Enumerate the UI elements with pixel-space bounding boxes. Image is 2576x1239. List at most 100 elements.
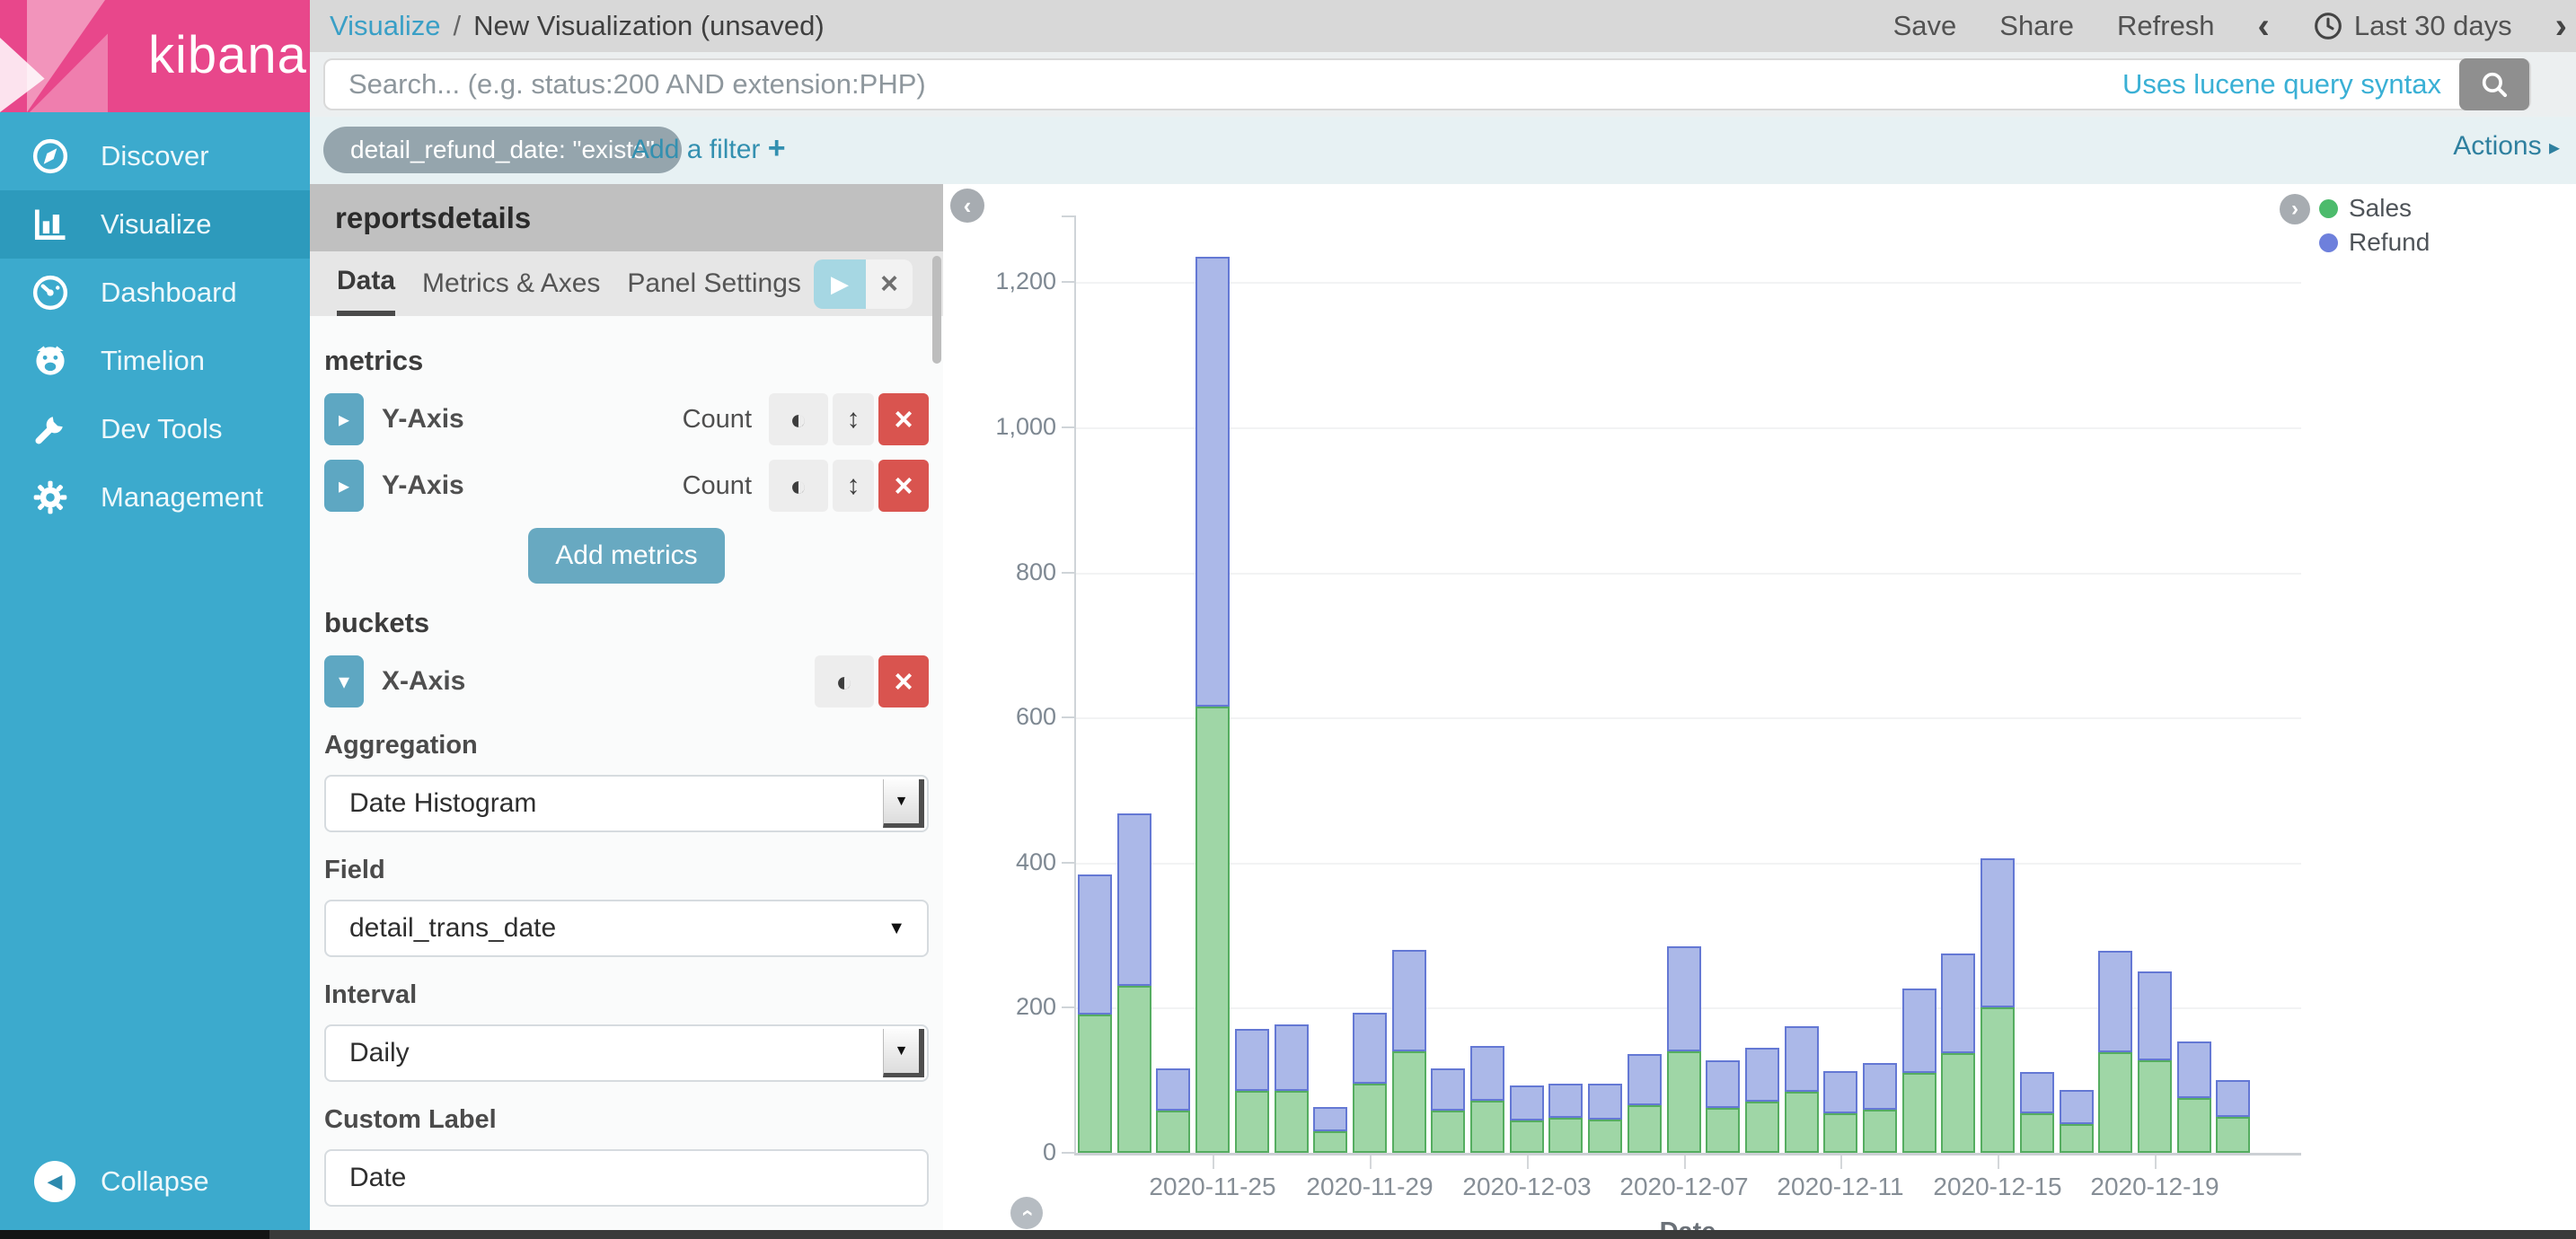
refresh-button[interactable]: Refresh <box>2117 10 2215 41</box>
collapse-panel-chevron-button[interactable]: ‹ <box>950 189 984 223</box>
bar-segment-sales[interactable] <box>2020 1113 2054 1153</box>
sidebar-item-visualize[interactable]: Visualize <box>0 190 310 259</box>
bar-segment-sales[interactable] <box>1863 1110 1897 1153</box>
bar-segment-refund[interactable] <box>1117 813 1151 986</box>
bar-segment-sales[interactable] <box>1981 1007 2015 1153</box>
bottom-scrollbar[interactable] <box>0 1230 2576 1239</box>
bar-segment-sales[interactable] <box>1353 1084 1387 1153</box>
reorder-icon[interactable]: ↕ <box>833 393 874 445</box>
tab-panel-settings[interactable]: Panel Settings <box>627 268 801 298</box>
bar-segment-sales[interactable] <box>2098 1052 2132 1153</box>
aggregation-select[interactable]: Date Histogram ▼ <box>324 775 929 832</box>
save-button[interactable]: Save <box>1892 10 1957 41</box>
sidebar-item-management[interactable]: Management <box>0 463 310 532</box>
bar-segment-refund[interactable] <box>2216 1080 2250 1117</box>
bar-segment-refund[interactable] <box>1863 1063 1897 1110</box>
bar-segment-refund[interactable] <box>1667 946 1701 1051</box>
bar-segment-refund[interactable] <box>2098 951 2132 1052</box>
bar-segment-refund[interactable] <box>1628 1054 1662 1105</box>
discard-changes-button[interactable]: × <box>866 259 913 309</box>
expand-chevron-icon[interactable]: ▸ <box>324 460 364 512</box>
filter-pill[interactable]: detail_refund_date: "exists" <box>323 127 682 173</box>
tab-data[interactable]: Data <box>337 251 396 316</box>
bar-segment-refund[interactable] <box>1156 1068 1190 1111</box>
bar-segment-sales[interactable] <box>1235 1091 1269 1153</box>
reorder-icon[interactable]: ↕ <box>833 460 874 512</box>
bar-segment-sales[interactable] <box>1628 1105 1662 1153</box>
lucene-syntax-link[interactable]: Uses lucene query syntax <box>2122 68 2441 100</box>
bar-segment-refund[interactable] <box>1275 1024 1309 1091</box>
sidebar-item-dashboard[interactable]: Dashboard <box>0 259 310 327</box>
bar-segment-refund[interactable] <box>1745 1048 1779 1102</box>
bar-segment-sales[interactable] <box>1195 707 1230 1153</box>
bar-segment-refund[interactable] <box>1431 1068 1465 1111</box>
collapse-legend-chevron-button[interactable]: › <box>2280 194 2310 224</box>
bar-segment-sales[interactable] <box>1823 1113 1857 1153</box>
panel-scrollbar-thumb[interactable] <box>932 256 941 364</box>
bar-segment-refund[interactable] <box>2060 1090 2094 1124</box>
sidebar-item-timelion[interactable]: Timelion <box>0 327 310 395</box>
bar-segment-sales[interactable] <box>1392 1051 1426 1153</box>
bar-segment-refund[interactable] <box>1588 1084 1622 1120</box>
bar-segment-sales[interactable] <box>1275 1091 1309 1153</box>
bar-segment-refund[interactable] <box>1548 1084 1583 1118</box>
bar-segment-sales[interactable] <box>2216 1117 2250 1153</box>
time-back-chevron[interactable]: ‹ <box>2257 6 2270 46</box>
bar-segment-refund[interactable] <box>2020 1072 2054 1113</box>
interval-select[interactable]: Daily ▼ <box>324 1024 929 1082</box>
bar-segment-sales[interactable] <box>1941 1053 1975 1153</box>
remove-metric-button[interactable]: × <box>878 460 929 512</box>
bar-segment-refund[interactable] <box>1902 989 1936 1073</box>
disable-toggle-icon[interactable]: ◐ <box>769 393 828 445</box>
tab-metrics-axes[interactable]: Metrics & Axes <box>422 268 601 298</box>
bar-segment-refund[interactable] <box>1510 1085 1544 1120</box>
custom-label-input[interactable]: Date <box>324 1149 929 1207</box>
remove-bucket-button[interactable]: × <box>878 655 929 707</box>
field-select[interactable]: detail_trans_date ▼ <box>324 900 929 957</box>
bar-segment-sales[interactable] <box>1785 1092 1819 1153</box>
add-metrics-button[interactable]: Add metrics <box>528 528 725 584</box>
bar-segment-sales[interactable] <box>1510 1120 1544 1153</box>
bar-segment-refund[interactable] <box>1313 1107 1347 1131</box>
bar-segment-sales[interactable] <box>1078 1015 1112 1153</box>
bar-segment-refund[interactable] <box>1353 1013 1387 1084</box>
add-filter-link[interactable]: Add a filter + <box>631 131 786 165</box>
bar-segment-refund[interactable] <box>1195 257 1230 707</box>
sidebar-collapse-button[interactable]: ◀ Collapse <box>0 1147 310 1216</box>
sidebar-item-devtools[interactable]: Dev Tools <box>0 395 310 463</box>
legend-item-refund[interactable]: Refund <box>2319 225 2430 259</box>
bar-segment-refund[interactable] <box>1706 1060 1740 1108</box>
bar-segment-refund[interactable] <box>1078 874 1112 1015</box>
search-button[interactable] <box>2459 58 2529 110</box>
bar-segment-sales[interactable] <box>2177 1098 2211 1153</box>
breadcrumb-visualize-link[interactable]: Visualize <box>330 10 441 41</box>
bar-segment-refund[interactable] <box>1785 1026 1819 1092</box>
bar-segment-refund[interactable] <box>1823 1071 1857 1113</box>
bar-segment-sales[interactable] <box>1470 1101 1504 1153</box>
bar-segment-sales[interactable] <box>1313 1131 1347 1153</box>
filter-actions-link[interactable]: Actions ▸ <box>2453 131 2560 161</box>
bar-segment-sales[interactable] <box>1156 1111 1190 1153</box>
bar-segment-sales[interactable] <box>1588 1120 1622 1153</box>
scroll-up-chevron-button[interactable]: › <box>1010 1197 1043 1229</box>
bar-segment-refund[interactable] <box>1470 1046 1504 1101</box>
bar-segment-sales[interactable] <box>1548 1118 1583 1153</box>
apply-changes-button[interactable]: ▶ <box>814 259 866 309</box>
bar-segment-sales[interactable] <box>2060 1124 2094 1153</box>
bar-segment-sales[interactable] <box>2138 1060 2172 1153</box>
bar-segment-sales[interactable] <box>1706 1108 1740 1153</box>
sidebar-item-discover[interactable]: Discover <box>0 122 310 190</box>
bar-segment-sales[interactable] <box>1745 1102 1779 1153</box>
bar-segment-refund[interactable] <box>2138 971 2172 1060</box>
collapse-chevron-icon[interactable]: ▾ <box>324 655 364 707</box>
disable-toggle-icon[interactable]: ◐ <box>769 460 828 512</box>
bar-segment-refund[interactable] <box>1392 950 1426 1051</box>
bar-segment-refund[interactable] <box>1941 953 1975 1053</box>
time-range-picker[interactable]: Last 30 days <box>2313 10 2512 42</box>
share-button[interactable]: Share <box>1999 10 2074 41</box>
time-forward-chevron[interactable]: › <box>2554 6 2567 46</box>
bar-segment-sales[interactable] <box>1667 1051 1701 1153</box>
disable-toggle-icon[interactable]: ◐ <box>815 655 874 707</box>
legend-item-sales[interactable]: Sales <box>2319 191 2430 225</box>
bar-segment-refund[interactable] <box>1235 1029 1269 1091</box>
